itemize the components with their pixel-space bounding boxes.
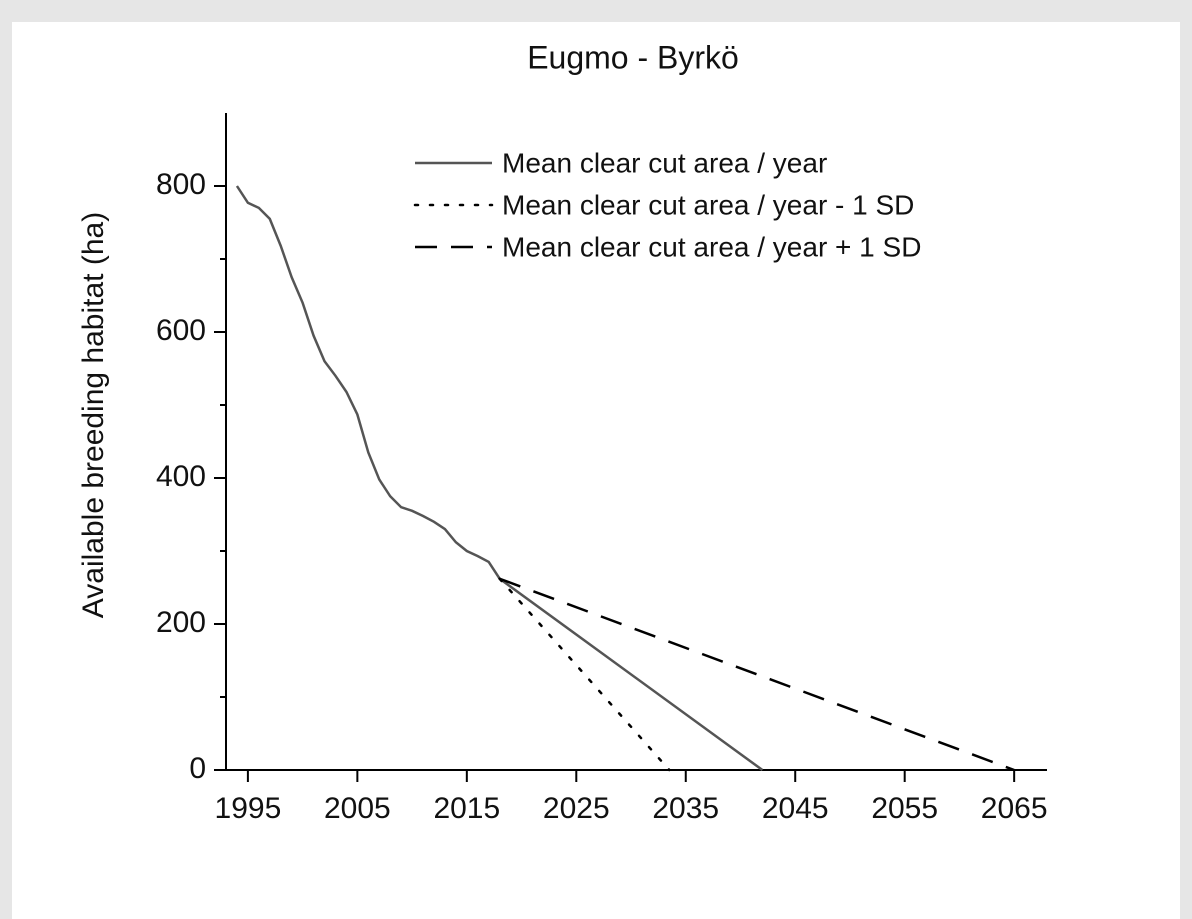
legend-label: Mean clear cut area / year + 1 SD: [502, 231, 921, 262]
y-tick-label: 600: [156, 314, 206, 347]
y-tick-label: 200: [156, 606, 206, 639]
x-tick-label: 2045: [762, 792, 829, 825]
y-tick-label: 800: [156, 168, 206, 201]
x-tick-label: 2065: [981, 792, 1048, 825]
series-line: [235, 185, 764, 772]
x-tick-label: 2015: [433, 792, 500, 825]
x-tick-label: 1995: [215, 792, 282, 825]
x-tick-label: 2025: [543, 792, 610, 825]
x-tick-label: 2055: [871, 792, 938, 825]
series-line: [498, 577, 671, 772]
x-tick-label: 2035: [652, 792, 719, 825]
series-line: [499, 577, 1015, 772]
legend-label: Mean clear cut area / year - 1 SD: [502, 189, 914, 220]
chart-title: Eugmo - Byrkö: [527, 39, 739, 75]
y-tick-label: 400: [156, 460, 206, 493]
x-tick-label: 2005: [324, 792, 391, 825]
y-axis-label: Available breeding habitat (ha): [77, 212, 110, 618]
legend-label: Mean clear cut area / year: [502, 147, 827, 178]
y-tick-label: 0: [189, 752, 206, 785]
